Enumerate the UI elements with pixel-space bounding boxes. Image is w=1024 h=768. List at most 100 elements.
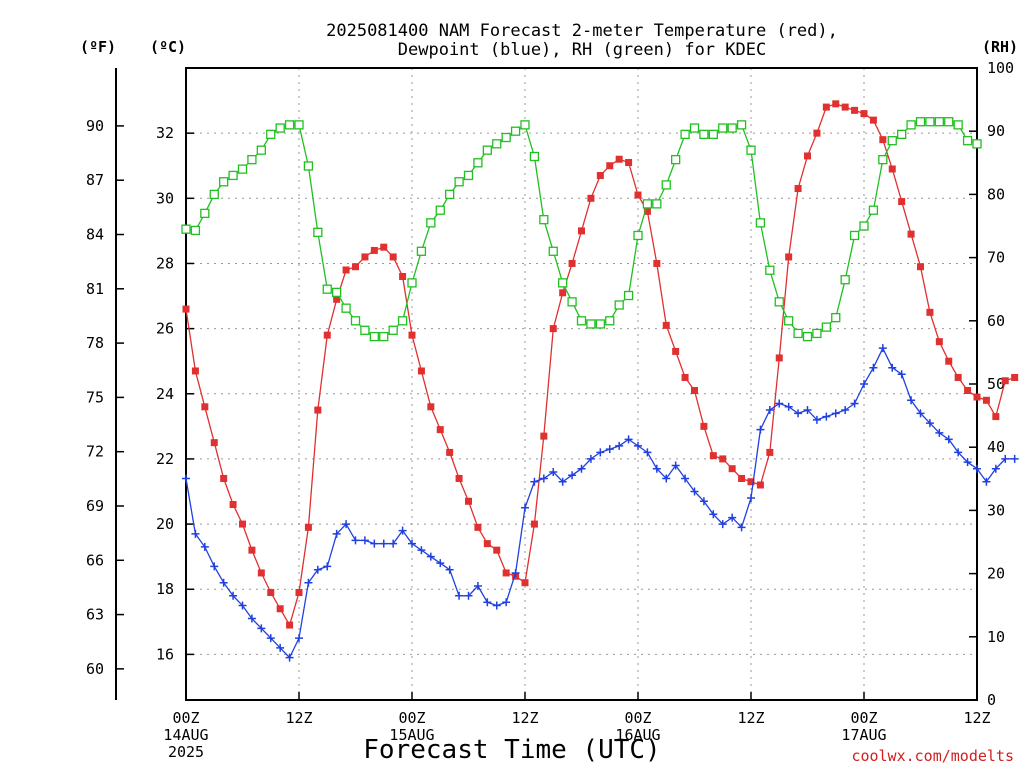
rh-point (482, 145, 492, 155)
rh-point (784, 316, 794, 326)
rh-point (689, 123, 700, 133)
dewpoint-point (464, 591, 473, 600)
dewpoint-point (200, 542, 209, 551)
rh-point (416, 246, 427, 256)
rh-point (209, 189, 219, 200)
rh-point (849, 230, 860, 241)
temperature-point (879, 136, 887, 144)
dewpoint-point (445, 565, 454, 574)
dewpoint-point (379, 539, 388, 548)
fahrenheit-tick-label: 60 (86, 660, 104, 678)
dewpoint-point (568, 471, 577, 480)
temperature-point (540, 432, 548, 440)
rh-point (962, 136, 973, 146)
temperature-point (427, 403, 435, 411)
rh-point (501, 132, 511, 143)
dewpoint-point (944, 435, 953, 444)
temperature-point (869, 116, 877, 124)
rh-tick-label: 0 (987, 691, 996, 709)
rh-tick-label: 30 (987, 501, 1005, 519)
rh-series (181, 117, 982, 342)
dewpoint-point (483, 598, 492, 607)
rh-point (595, 319, 605, 329)
dewpoint-point (577, 464, 586, 473)
temperature-point (521, 579, 529, 587)
rh-unit-label: (RH) (982, 38, 1018, 56)
temperature-point (672, 347, 680, 355)
temperature-series (182, 100, 1019, 629)
temperature-point (1011, 373, 1019, 381)
dewpoint-point (747, 494, 755, 503)
rh-point (934, 117, 944, 127)
temperature-point (954, 373, 962, 381)
dewpoint-point (812, 415, 821, 424)
dewpoint-point (313, 565, 322, 574)
temperature-point (794, 185, 802, 193)
dewpoint-point (794, 409, 803, 418)
rh-point (567, 297, 577, 307)
temperature-point (342, 266, 350, 274)
celsius-tick-label: 32 (156, 124, 174, 142)
celsius-tick-label: 22 (156, 450, 174, 468)
time-tick-label: 00Z (398, 709, 425, 727)
fahrenheit-tick-label: 63 (86, 606, 104, 624)
celsius-unit-label: (ºC) (150, 38, 186, 56)
dewpoint-point (323, 562, 332, 571)
dewpoint-point (408, 539, 416, 548)
dewpoint-point (624, 435, 633, 444)
dewpoint-point (737, 523, 746, 532)
fahrenheit-tick-label: 72 (86, 443, 104, 461)
temperature-point (728, 465, 736, 473)
fahrenheit-unit-label: (ºF) (80, 38, 116, 56)
temperature-point (229, 501, 237, 509)
dewpoint-point (521, 503, 529, 512)
dewpoint-point (963, 458, 972, 467)
rh-point (821, 322, 831, 332)
fahrenheit-tick-label: 87 (86, 171, 104, 189)
temperature-point (691, 387, 698, 395)
dewpoint-point (605, 445, 614, 454)
temperature-point (964, 387, 972, 395)
rh-point (379, 331, 389, 342)
time-tick-label: 12Z (737, 709, 764, 727)
temperature-point (851, 106, 859, 114)
temperature-point (700, 422, 708, 430)
dewpoint-point (652, 464, 661, 473)
rh-point (492, 139, 502, 149)
rh-tick-label: 50 (987, 375, 1005, 393)
dewpoint-series (182, 344, 1019, 662)
rh-point (322, 284, 332, 294)
time-tick-label: 12Z (285, 709, 312, 727)
temperature-point (756, 481, 764, 489)
dewpoint-point (765, 406, 774, 415)
dewpoint-point (784, 402, 793, 411)
dewpoint-point (370, 539, 379, 548)
rh-point (576, 316, 587, 326)
dewpoint-point (869, 363, 878, 372)
dewpoint-point (916, 409, 925, 418)
rh-point (906, 120, 916, 130)
rh-point (614, 300, 624, 310)
temperature-point (926, 308, 934, 316)
x-axis-label: Forecast Time (UTC) (363, 735, 660, 765)
temperature-point (399, 272, 407, 280)
temperature-point (662, 321, 670, 329)
celsius-tick-label: 20 (156, 515, 174, 533)
time-tick-label: 00Z (624, 709, 651, 727)
temperature-point (446, 448, 454, 456)
temperature-point (304, 523, 312, 531)
rh-point (350, 316, 361, 326)
celsius-tick-label: 28 (156, 254, 174, 272)
dewpoint-point (615, 441, 624, 450)
dewpoint-point (436, 559, 445, 568)
temperature-point (634, 191, 642, 199)
rh-point (661, 180, 671, 190)
temperature-point (898, 198, 906, 206)
dewpoint-point (756, 425, 765, 434)
celsius-tick-label: 30 (156, 189, 174, 207)
temperature-point (747, 478, 755, 486)
rh-point (623, 290, 634, 301)
dewpoint-point (822, 412, 831, 421)
temperature-point (465, 497, 472, 505)
